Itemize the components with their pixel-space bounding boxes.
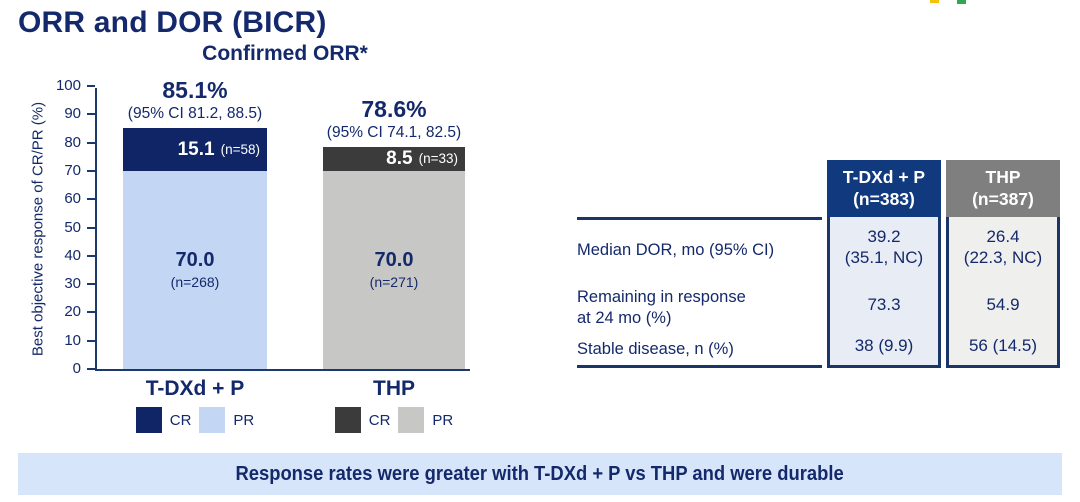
y-axis-tick: 60 [64,190,95,207]
column-header-thp: THP (n=387) [946,160,1060,217]
legend-thp: CR PR [323,407,465,433]
cr-count: (n=58) [220,142,260,158]
y-axis-tick: 90 [64,105,95,122]
bar-thp: 78.6% (95% CI 74.1, 82.5) 8.5 (n=33) 70.… [323,88,465,369]
chart-title: Confirmed ORR* [202,42,368,65]
y-axis-tick-label: 20 [64,303,81,321]
cell-remaining: 54.9 [986,294,1020,314]
orr-ci: (95% CI 81.2, 88.5) [127,105,263,123]
y-axis-tick: 40 [64,247,95,264]
cell-median-dor: 26.4 (22.3, NC) [963,227,1043,267]
pr-swatch [398,407,425,433]
y-axis-tick-label: 40 [64,246,81,264]
legend-tdxd-p: CR PR [123,407,267,433]
takeaway-banner: Response rates were greater with T-DXd +… [18,453,1062,495]
y-axis-tick-label: 30 [64,275,81,293]
cell-median-dor: 39.2 (35.1, NC) [844,227,924,267]
column-title: THP [985,166,1021,187]
cell-remaining: 73.3 [867,294,901,314]
page-title: ORR and DOR (BICR) [18,6,327,39]
column-body-tdxd-p: 39.2 (35.1, NC) 73.3 38 (9.9) [827,217,941,368]
y-axis-tick: 30 [64,275,95,292]
y-axis-tick-label: 80 [64,133,81,151]
orr-bar-chart: 0 10 20 30 40 50 60 70 80 90 100 85.1% (95% CI 81.… [56,77,470,377]
table-body: Median DOR, mo (95% CI) Remaining in res… [577,217,1060,368]
row-label-stable-disease: Stable disease, n (%) [577,339,734,358]
column-body-thp: 26.4 (22.3, NC) 54.9 56 (14.5) [946,217,1060,368]
category-label-tdxd-p: T-DXd + P [145,377,245,400]
pr-count: (n=268) [170,274,220,291]
y-axis-tick: 10 [64,332,95,349]
cell-stable-disease: 38 (9.9) [854,336,914,356]
cr-segment: 8.5 (n=33) [323,146,465,171]
y-axis-tick-label: 90 [64,105,81,123]
y-axis-tick-label: 0 [72,360,81,377]
pr-segment: 70.0 (n=268) [123,170,267,369]
bar-tdxd-p: 85.1% (95% CI 81.2, 88.5) 15.1 (n=58) 70… [123,77,267,369]
logo-fragment-green [957,0,966,4]
y-axis-tick: 80 [64,134,95,151]
bar-total-label: 85.1% (95% CI 81.2, 88.5) [128,77,262,123]
pr-swatch [199,407,226,433]
column-n: (n=387) [972,188,1034,209]
legend-label-pr: PR [233,411,255,429]
legend-label-cr: CR [169,411,192,429]
dor-table: T-DXd + P (n=383) THP (n=387) Median DOR… [577,160,1060,368]
pr-segment: 70.0 (n=271) [323,170,465,369]
y-axis-tick-label: 50 [64,218,81,236]
y-axis-tick-label: 60 [64,190,81,208]
y-axis-tick-label: 10 [64,331,81,349]
orr-percent: 78.6% [361,95,427,122]
legend-label-pr: PR [432,411,454,429]
orr-ci: (95% CI 74.1, 82.5) [326,123,462,141]
column-header-tdxd-p: T-DXd + P (n=383) [827,160,941,217]
y-axis-tick: 100 [56,77,95,94]
cr-swatch [334,407,361,433]
y-axis-tick: 0 [73,360,95,377]
row-label-remaining: Remaining in response at 24 mo (%) [577,287,746,327]
table-header-row: T-DXd + P (n=383) THP (n=387) [577,160,1060,217]
row-labels: Median DOR, mo (95% CI) Remaining in res… [577,217,822,368]
pr-value: 70.0 [175,249,215,272]
y-axis-tick: 20 [64,303,95,320]
column-title: T-DXd + P [842,166,926,187]
orr-percent: 85.1% [162,77,228,104]
cr-value: 8.5 [386,147,413,169]
legend-label-cr: CR [368,411,391,429]
cr-swatch [135,407,162,433]
category-label-thp: THP [373,377,415,400]
cr-segment: 15.1 (n=58) [123,128,267,171]
cell-stable-disease: 56 (14.5) [968,336,1038,356]
cr-count: (n=33) [418,151,458,167]
pr-count: (n=271) [369,274,419,291]
logo-fragment-yellow [930,0,939,3]
y-axis-tick-label: 100 [55,77,81,94]
y-axis-tick-label: 70 [64,161,81,179]
column-n: (n=383) [853,188,915,209]
header-spacer [577,160,822,217]
y-axis-tick: 50 [64,219,95,236]
y-axis-tick: 70 [64,162,95,179]
y-axis-label: Best objective response of CR/PR (%) [29,101,47,357]
takeaway-text: Response rates were greater with T-DXd +… [235,462,845,485]
pr-value: 70.0 [374,249,414,272]
cr-value: 15.1 [177,138,215,160]
bar-total-label: 78.6% (95% CI 74.1, 82.5) [327,96,461,142]
row-label-median-dor: Median DOR, mo (95% CI) [577,241,775,260]
